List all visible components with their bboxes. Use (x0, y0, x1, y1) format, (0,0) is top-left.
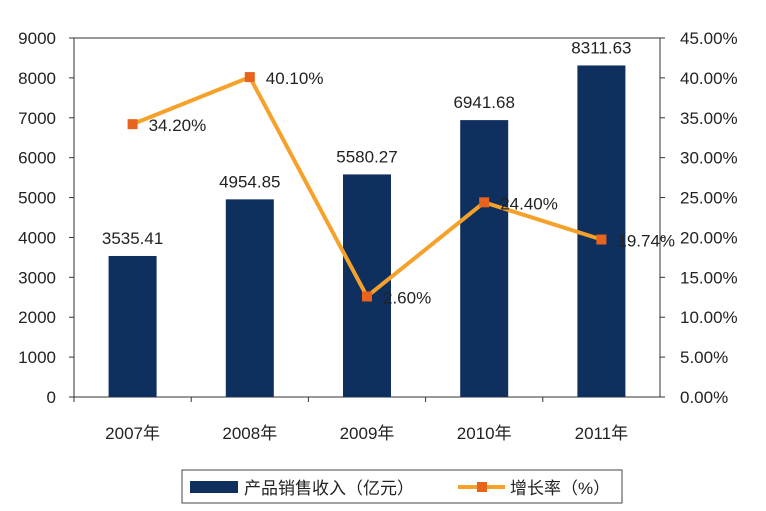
x-tick-label: 2007年 (105, 424, 160, 443)
right-tick-label: 5.00% (680, 348, 728, 367)
right-tick-label: 10.00% (680, 308, 738, 327)
line-marker (362, 291, 372, 302)
left-tick-label: 6000 (18, 149, 56, 168)
left-tick-label: 2000 (18, 308, 56, 327)
line-data-label: 2.60% (383, 288, 431, 307)
right-tick-label: 45.00% (680, 29, 738, 48)
line-data-label: 40.10% (266, 69, 324, 88)
legend-marker-swatch (477, 482, 487, 492)
left-tick-label: 1000 (18, 348, 56, 367)
line-marker (244, 72, 255, 83)
left-tick-label: 5000 (18, 189, 56, 208)
x-tick-label: 2010年 (457, 424, 512, 443)
bar-data-label: 8311.63 (571, 38, 631, 57)
right-tick-label: 35.00% (680, 109, 738, 128)
right-tick-label: 30.00% (680, 149, 738, 168)
x-tick-label: 2009年 (340, 424, 395, 443)
right-tick-label: 25.00% (680, 189, 738, 208)
x-tick-label: 2008年 (222, 424, 277, 443)
left-tick-label: 3000 (18, 268, 56, 287)
line-data-label: 24.40% (500, 194, 558, 213)
bar (343, 174, 391, 397)
bar-data-label: 6941.68 (453, 93, 514, 112)
legend: 产品销售收入（亿元） 增长率（%） (181, 469, 623, 504)
right-tick-label: 20.00% (680, 228, 738, 247)
right-tick-label: 0.00% (680, 388, 728, 407)
x-tick-label: 2011年 (575, 424, 629, 443)
legend-bar-label: 产品销售收入（亿元） (244, 479, 414, 498)
bar (108, 255, 157, 397)
left-tick-label: 7000 (18, 109, 56, 128)
legend-bar-swatch (190, 481, 238, 493)
line-data-label: 34.20% (149, 116, 207, 135)
left-tick-label: 4000 (18, 228, 56, 247)
bar-data-label: 3535.41 (102, 229, 163, 248)
right-tick-label: 40.00% (680, 69, 738, 88)
left-tick-label: 0 (47, 388, 56, 407)
line-marker (479, 197, 490, 208)
left-tick-label: 9000 (18, 29, 56, 48)
left-tick-label: 8000 (18, 69, 56, 88)
bar-data-label: 5580.27 (336, 147, 397, 166)
line-marker (127, 119, 138, 130)
bar (577, 65, 626, 397)
bar (225, 199, 274, 397)
line-marker (596, 234, 607, 245)
right-tick-label: 15.00% (680, 268, 738, 287)
bar-data-label: 4954.85 (219, 172, 280, 191)
line-data-label: 19.74% (617, 232, 675, 251)
bar (460, 120, 509, 397)
legend-line-label: 增长率（%） (510, 479, 610, 498)
